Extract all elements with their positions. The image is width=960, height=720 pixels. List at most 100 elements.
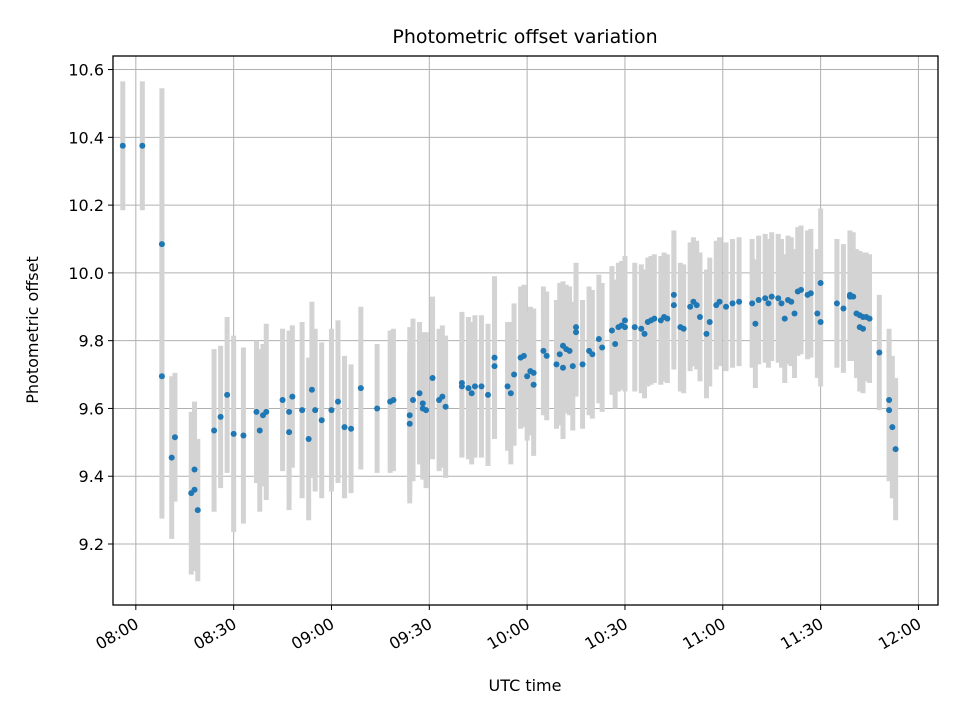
data-point: [168, 454, 175, 461]
data-point: [507, 390, 514, 397]
data-point: [217, 413, 224, 420]
data-point: [670, 302, 677, 309]
data-points: [119, 142, 899, 514]
data-point: [543, 352, 550, 359]
data-point: [599, 344, 606, 351]
data-point: [530, 381, 537, 388]
plot-frame: [112, 55, 939, 606]
data-point: [696, 313, 703, 320]
data-point: [781, 315, 788, 322]
data-point: [158, 373, 165, 380]
grid: [113, 56, 938, 605]
data-point: [119, 142, 126, 149]
data-point: [886, 407, 893, 414]
data-point: [224, 391, 231, 398]
y-tick-label: 10.4: [68, 128, 104, 147]
data-point: [416, 390, 423, 397]
data-point: [279, 396, 286, 403]
data-point: [573, 324, 580, 331]
y-tick-label: 10.6: [68, 61, 104, 80]
y-tick-label: 10.2: [68, 196, 104, 215]
data-point: [817, 319, 824, 326]
data-point: [768, 293, 775, 300]
data-point: [465, 385, 472, 392]
chart-title: Photometric offset variation: [392, 26, 657, 48]
y-tick-label: 9.2: [79, 535, 104, 554]
data-point: [429, 374, 436, 381]
data-point: [560, 364, 566, 371]
data-point: [511, 371, 518, 378]
data-point: [139, 142, 146, 149]
data-point: [468, 390, 475, 397]
data-point: [573, 329, 580, 336]
data-point: [194, 507, 201, 514]
x-axis-label: UTC time: [489, 676, 562, 695]
data-point: [693, 302, 700, 309]
y-axis-label: Photometric offset: [23, 256, 42, 404]
data-point: [775, 295, 782, 302]
data-point: [889, 424, 896, 431]
data-point: [491, 354, 498, 361]
data-point: [569, 363, 576, 370]
data-point: [621, 317, 628, 324]
data-point: [256, 427, 263, 434]
data-point: [670, 291, 677, 298]
data-point: [357, 385, 364, 392]
data-point: [589, 351, 596, 358]
y-tick-label: 9.6: [79, 399, 104, 418]
y-tick-label: 9.8: [79, 332, 104, 351]
data-point: [621, 324, 628, 331]
data-point: [651, 315, 658, 322]
data-point: [840, 305, 847, 312]
data-point: [866, 315, 873, 322]
data-point: [608, 327, 615, 334]
y-axis: 9.2 9.4 9.6 9.8 10.0 10.2 10.4 10.6: [68, 61, 113, 554]
data-point: [736, 298, 743, 305]
data-point: [471, 383, 478, 390]
data-point: [520, 352, 527, 359]
data-point: [664, 315, 671, 322]
data-point: [553, 361, 560, 368]
data-point: [791, 310, 798, 317]
data-point: [850, 293, 857, 300]
data-point: [798, 286, 805, 293]
data-point: [752, 320, 759, 327]
data-point: [191, 486, 198, 493]
data-point: [211, 427, 218, 434]
data-point: [240, 432, 247, 439]
y-tick-label: 10.0: [68, 264, 104, 283]
data-point: [478, 383, 485, 390]
data-point: [638, 325, 645, 332]
data-point: [579, 361, 586, 368]
data-point: [566, 347, 573, 354]
data-point: [423, 407, 430, 414]
data-point: [171, 434, 178, 441]
data-point: [410, 396, 416, 403]
data-point: [524, 373, 531, 380]
data-point: [348, 425, 355, 432]
data-point: [406, 420, 413, 427]
data-point: [778, 300, 785, 307]
data-point: [328, 407, 335, 414]
data-point: [286, 408, 293, 415]
data-point: [680, 325, 687, 332]
data-point: [312, 407, 319, 414]
data-point: [540, 347, 547, 354]
data-point: [485, 391, 491, 398]
data-point: [641, 330, 648, 337]
data-point: [374, 405, 381, 412]
data-point: [263, 408, 270, 415]
data-point: [631, 324, 638, 331]
data-point: [755, 297, 762, 303]
data-point: [253, 408, 260, 415]
data-point: [556, 351, 563, 358]
data-point: [716, 298, 723, 305]
data-point: [458, 383, 465, 390]
data-point: [788, 298, 795, 305]
data-point: [341, 424, 348, 431]
data-point: [286, 429, 293, 436]
data-point: [729, 300, 736, 307]
data-point: [318, 417, 325, 424]
data-point: [886, 396, 893, 403]
